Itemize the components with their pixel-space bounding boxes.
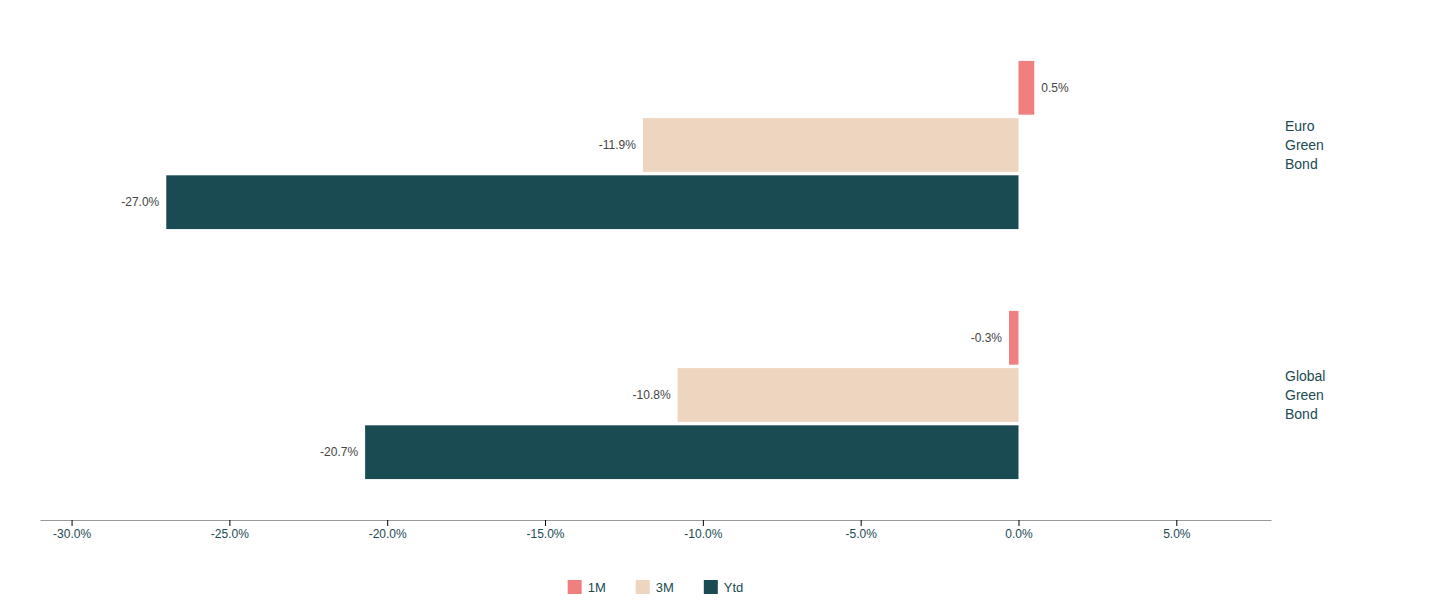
category-labels: Euro Green Bond Global Green Bond: [1285, 118, 1325, 422]
x-tick: -25.0%: [211, 520, 249, 541]
legend-swatch: [568, 580, 582, 594]
legend-label: Ytd: [724, 580, 744, 595]
legend-item: Ytd: [704, 580, 744, 595]
category-label: Euro Green Bond: [1285, 118, 1324, 172]
data-labels: 0.5% -11.9% -27.0% -0.3% -10.8% -20.7%: [121, 81, 1069, 459]
x-tick-mark: [387, 520, 388, 526]
category-label-line: Green: [1285, 137, 1324, 153]
x-tick: -5.0%: [845, 520, 877, 541]
bar: [678, 368, 1019, 422]
x-tick-mark: [229, 520, 230, 526]
x-tick-label: -5.0%: [845, 527, 877, 541]
chart-container: 0.5%-11.9%-27.0%-0.3%-10.8%-20.7%-30.0%-…: [0, 0, 1441, 615]
x-tick-label: 0.0%: [1005, 527, 1033, 541]
x-tick-label: -15.0%: [527, 527, 565, 541]
x-tick-mark: [72, 520, 73, 526]
category-label-line: Bond: [1285, 406, 1318, 422]
category-label-line: Green: [1285, 387, 1324, 403]
x-tick-mark: [703, 520, 704, 526]
category-label: Global Green Bond: [1285, 368, 1325, 422]
category-label-line: Euro: [1285, 118, 1315, 134]
x-tick: -20.0%: [369, 520, 407, 541]
legend-swatch: [636, 580, 650, 594]
x-tick-label: -10.0%: [684, 527, 722, 541]
legend-label: 3M: [656, 580, 674, 595]
x-tick-mark: [861, 520, 862, 526]
x-axis-line: [41, 520, 1272, 521]
x-tick-label: -20.0%: [369, 527, 407, 541]
x-tick-label: -30.0%: [53, 527, 91, 541]
legend-swatch: [704, 580, 718, 594]
bar: [166, 175, 1018, 229]
x-tick-mark: [1018, 520, 1019, 526]
legend-item: 1M: [568, 580, 606, 595]
legend-label: 1M: [588, 580, 606, 595]
x-tick: -15.0%: [527, 520, 565, 541]
x-tick-label: -25.0%: [211, 527, 249, 541]
legend: 1M 3M Ytd: [568, 580, 744, 595]
data-label: -20.7%: [320, 445, 358, 459]
bar: [1018, 61, 1034, 115]
bar: [643, 118, 1019, 172]
x-tick-mark: [1176, 520, 1177, 526]
chart: 0.5%-11.9%-27.0%-0.3%-10.8%-20.7%-30.0%-…: [0, 0, 1441, 615]
x-tick: -10.0%: [684, 520, 722, 541]
bars: [166, 61, 1034, 479]
data-label: -27.0%: [121, 195, 159, 209]
category-label-line: Bond: [1285, 156, 1318, 172]
x-tick: 0.0%: [1005, 520, 1033, 541]
data-label: 0.5%: [1041, 81, 1069, 95]
data-label: -0.3%: [971, 331, 1003, 345]
legend-item: 3M: [636, 580, 674, 595]
category-label-line: Global: [1285, 368, 1325, 384]
x-axis: -30.0% -25.0% -20.0% -15.0% -10.0% -5.0% 0.0% 5…: [41, 520, 1272, 541]
bar: [365, 425, 1018, 479]
x-tick-mark: [545, 520, 546, 526]
data-label: -10.8%: [633, 388, 671, 402]
x-tick: -30.0%: [53, 520, 91, 541]
data-label: -11.9%: [599, 138, 636, 152]
x-tick-label: 5.0%: [1163, 527, 1191, 541]
bar: [1009, 311, 1018, 365]
x-tick: 5.0%: [1163, 520, 1191, 541]
